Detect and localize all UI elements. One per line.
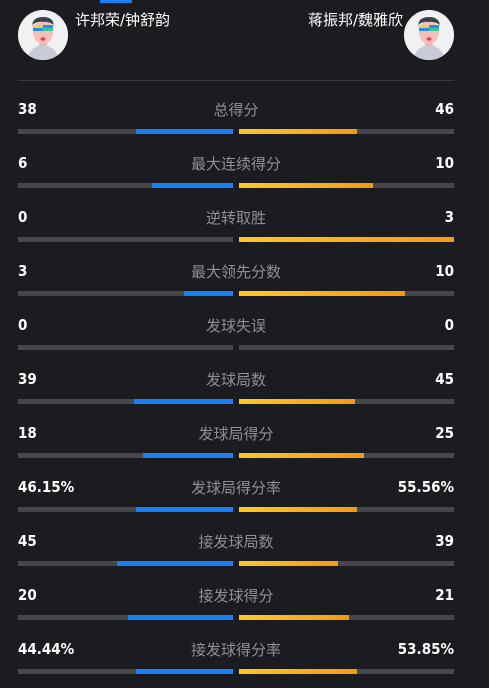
match-header: 许邦荣/钟舒韵 蒋振邦/魏雅欣 [0, 0, 489, 80]
stat-row: 18 发球局得分 25 [0, 418, 489, 472]
stat-label: 发球失误 [205, 317, 266, 335]
left-bar-fill [116, 561, 233, 566]
stat-row: 6 最大连续得分 10 [0, 148, 489, 202]
right-team-avatar[interactable] [404, 10, 454, 60]
stat-right-value: 10 [435, 262, 454, 280]
right-bar-track [239, 237, 454, 242]
stat-left-value: 6 [18, 154, 28, 172]
right-bar-fill [239, 561, 338, 566]
stat-left-value: 20 [18, 586, 37, 604]
right-bar-fill [239, 237, 454, 242]
stat-row: 46.15% 发球局得分率 55.56% [0, 472, 489, 526]
stat-row: 45 接发球局数 39 [0, 526, 489, 580]
stat-right-value: 45 [435, 370, 454, 388]
stat-right-value: 3 [444, 208, 454, 226]
stat-row: 3 最大领先分数 10 [0, 256, 489, 310]
stat-right-value: 25 [435, 424, 454, 442]
stat-label: 接发球得分率 [190, 641, 281, 659]
header-divider [18, 80, 454, 81]
stat-left-value: 38 [18, 100, 37, 118]
stat-left-value: 0 [18, 208, 28, 226]
left-bar-fill [183, 291, 233, 296]
right-bar-track [239, 669, 454, 674]
left-bar-track [18, 129, 233, 134]
stat-right-value: 0 [444, 316, 454, 334]
stat-row: 39 发球局数 45 [0, 364, 489, 418]
stat-label: 最大领先分数 [190, 263, 281, 281]
stat-left-value: 18 [18, 424, 37, 442]
stat-right-value: 21 [435, 586, 454, 604]
stat-right-value: 55.56% [397, 478, 454, 496]
right-bar-track [239, 345, 454, 350]
left-bar-track [18, 291, 233, 296]
stat-label: 发球局得分率 [190, 479, 281, 497]
stat-label: 发球局得分 [198, 425, 274, 443]
stat-left-value: 44.44% [18, 640, 75, 658]
player-avatar-icon [18, 10, 68, 60]
right-team-name: 蒋振邦/魏雅欣 [307, 11, 403, 29]
stat-right-value: 46 [435, 100, 454, 118]
stat-left-value: 39 [18, 370, 37, 388]
stat-label: 逆转取胜 [205, 209, 266, 227]
right-bar-fill [239, 183, 374, 188]
left-bar-fill [152, 183, 233, 188]
left-bar-track [18, 561, 233, 566]
left-bar-track [18, 453, 233, 458]
stat-row: 0 发球失误 0 [0, 310, 489, 364]
right-bar-track [239, 399, 454, 404]
left-bar-fill [136, 507, 233, 512]
stat-left-value: 46.15% [18, 478, 75, 496]
right-bar-fill [239, 453, 364, 458]
stat-right-value: 39 [435, 532, 454, 550]
stats-list: 38 总得分 46 6 最大连续得分 10 0 逆转取胜 3 3 最大领先分数 … [0, 94, 489, 688]
left-bar-track [18, 615, 233, 620]
stat-row: 0 逆转取胜 3 [0, 202, 489, 256]
stat-label: 最大连续得分 [190, 155, 281, 173]
right-bar-track [239, 291, 454, 296]
right-bar-fill [239, 669, 358, 674]
right-bar-track [239, 561, 454, 566]
stat-label: 发球局数 [205, 371, 266, 389]
stat-row: 44.44% 接发球得分率 53.85% [0, 634, 489, 688]
left-team-name: 许邦荣/钟舒韵 [75, 11, 171, 29]
stat-right-value: 10 [435, 154, 454, 172]
player-avatar-icon [404, 10, 454, 60]
left-bar-fill [134, 399, 233, 404]
right-bar-track [239, 183, 454, 188]
stat-left-value: 3 [18, 262, 28, 280]
left-bar-track [18, 237, 233, 242]
right-bar-fill [239, 507, 358, 512]
left-bar-track [18, 345, 233, 350]
right-bar-track [239, 453, 454, 458]
stat-label: 接发球局数 [198, 533, 274, 551]
left-bar-fill [142, 453, 233, 458]
left-bar-fill [136, 669, 233, 674]
stat-label: 总得分 [213, 101, 259, 119]
stat-row: 20 接发球得分 21 [0, 580, 489, 634]
stat-label: 接发球得分 [198, 587, 274, 605]
left-bar-track [18, 507, 233, 512]
right-bar-track [239, 615, 454, 620]
stat-right-value: 53.85% [397, 640, 454, 658]
left-bar-track [18, 399, 233, 404]
stat-left-value: 0 [18, 316, 28, 334]
left-bar-track [18, 669, 233, 674]
left-bar-track [18, 183, 233, 188]
right-bar-fill [239, 291, 405, 296]
left-team-avatar[interactable] [18, 10, 68, 60]
left-bar-fill [127, 615, 233, 620]
stat-left-value: 45 [18, 532, 37, 550]
right-bar-fill [239, 129, 358, 134]
left-bar-fill [136, 129, 233, 134]
right-bar-fill [239, 399, 356, 404]
active-tab-indicator [100, 0, 132, 3]
stat-row: 38 总得分 46 [0, 94, 489, 148]
right-bar-fill [239, 615, 349, 620]
right-bar-track [239, 129, 454, 134]
right-bar-track [239, 507, 454, 512]
